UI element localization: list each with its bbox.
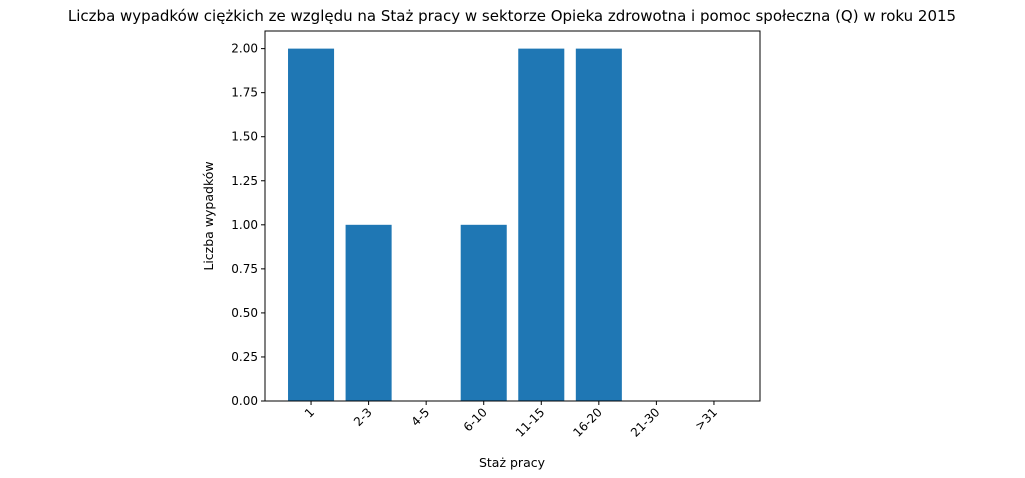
bar-11-15 xyxy=(518,48,565,401)
y-tick-label: 1.50 xyxy=(231,130,258,144)
x-tick-label: 6-10 xyxy=(461,405,490,434)
y-tick-label: 0.25 xyxy=(231,350,258,364)
bar-16-20 xyxy=(575,48,622,401)
bar-2-3 xyxy=(345,224,392,401)
y-tick-label: 0.75 xyxy=(231,262,258,276)
x-tick-label: 21-30 xyxy=(628,405,663,440)
x-tick-label: 11-15 xyxy=(513,405,548,440)
y-axis-label: Liczba wypadków xyxy=(201,161,216,270)
bar-1 xyxy=(288,48,335,401)
y-tick-label: 2.00 xyxy=(231,42,258,56)
x-axis-label: Staż pracy xyxy=(479,455,546,470)
x-axis: 1 2-3 4-5 6-10 11-15 16-20 21-30 >31 xyxy=(302,401,720,440)
y-tick-label: 1.25 xyxy=(231,174,258,188)
plot-frame xyxy=(264,30,761,402)
y-tick-label: 0.50 xyxy=(231,306,258,320)
bar-6-10 xyxy=(460,224,507,401)
y-tick-label: 1.75 xyxy=(231,86,258,100)
x-tick-label: 16-20 xyxy=(570,405,605,440)
y-tick-label: 0.00 xyxy=(231,394,258,408)
bars-group xyxy=(288,48,622,401)
x-tick-label: 1 xyxy=(302,405,317,420)
chart-title: Liczba wypadków ciężkich ze względu na S… xyxy=(68,7,956,25)
x-tick-label: >31 xyxy=(692,405,720,433)
y-axis: 0.00 0.25 0.50 0.75 1.00 1.25 1.50 1.75 2.00 xyxy=(231,42,265,408)
x-tick-label: 4-5 xyxy=(409,405,433,429)
x-tick-label: 2-3 xyxy=(351,405,375,429)
y-tick-label: 1.00 xyxy=(231,218,258,232)
